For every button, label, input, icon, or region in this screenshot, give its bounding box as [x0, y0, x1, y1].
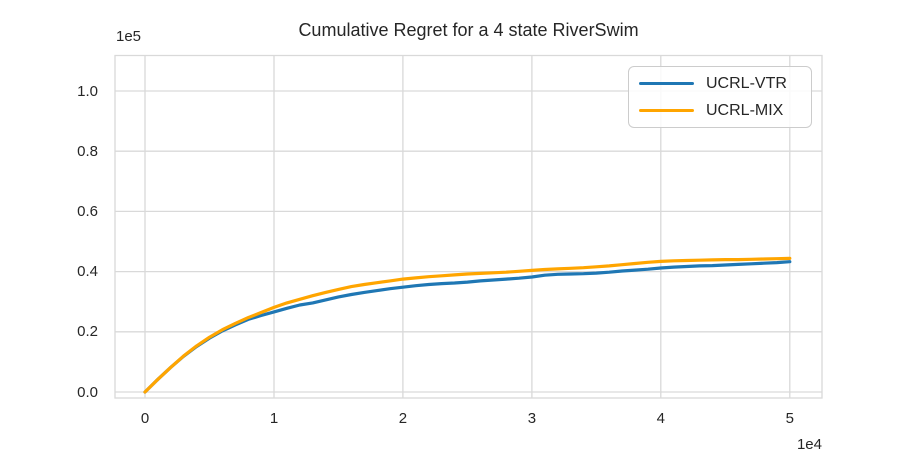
x-axis-scale-offset-label: 1e4	[796, 436, 822, 453]
legend-line-swatch-ucrl-vtr	[639, 81, 694, 86]
x-tick-label: 1	[269, 410, 279, 427]
x-tick-label: 4	[656, 410, 665, 427]
y-tick-label: 0.0	[77, 383, 98, 401]
y-tick-label: 0.4	[77, 263, 98, 281]
y-axis-scale-offset-label: 1e5	[116, 28, 142, 45]
legend-entry-ucrl-mix: UCRL-MIX	[629, 98, 811, 124]
y-tick-label: 0.6	[77, 202, 98, 220]
series-line-ucrl-mix	[143, 256, 792, 394]
x-tick-label: 5	[785, 410, 794, 427]
legend-line-swatch-ucrl-mix	[639, 108, 694, 113]
y-tick-label: 1.0	[77, 82, 98, 100]
plot-border	[114, 54, 823, 399]
y-tick-label: 0.8	[77, 142, 98, 160]
legend-label-ucrl-mix: UCRL-MIX	[706, 101, 784, 119]
y-tick-label: 0.2	[77, 323, 98, 341]
chart-title: Cumulative Regret for a 4 state RiverSwi…	[298, 20, 639, 40]
legend-box: UCRL-VTR UCRL-MIX	[628, 66, 812, 128]
x-tick-label: 0	[140, 410, 150, 427]
x-tick-label: 3	[527, 410, 537, 427]
x-tick-label: 2	[398, 410, 408, 427]
legend-entry-ucrl-vtr: UCRL-VTR	[629, 71, 811, 97]
series-line-ucrl-vtr	[143, 260, 792, 394]
legend-label-ucrl-vtr: UCRL-VTR	[706, 74, 787, 92]
